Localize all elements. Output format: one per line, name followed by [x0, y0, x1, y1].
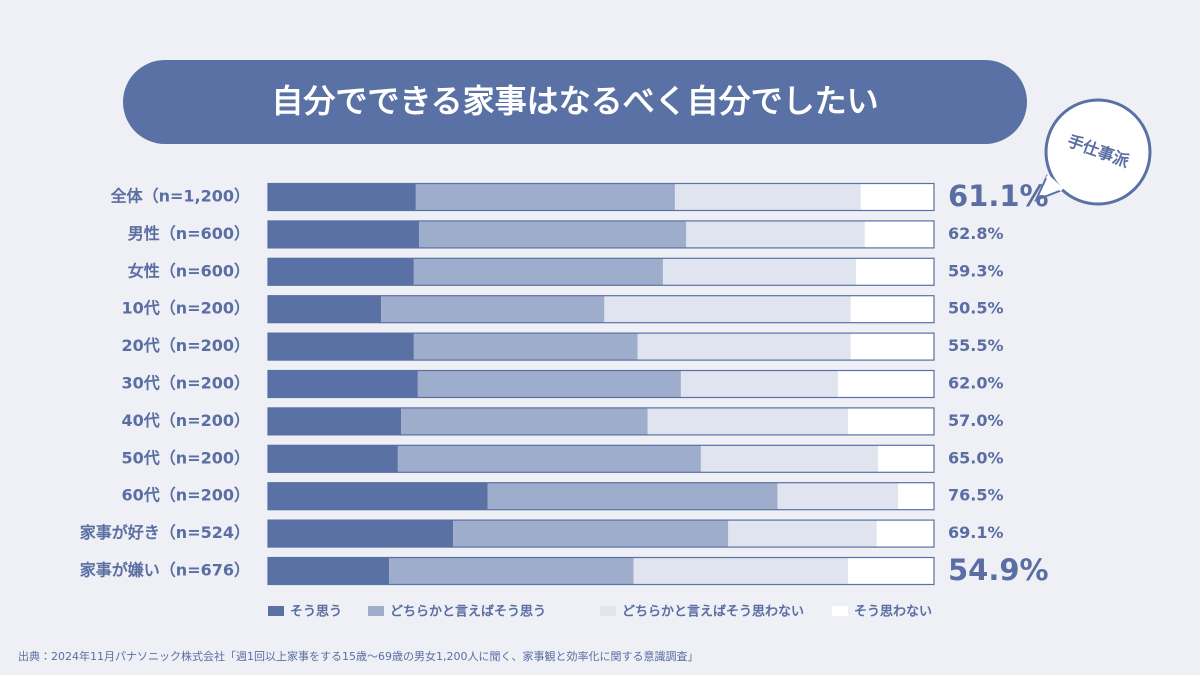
bar-outline [267, 182, 935, 212]
category-label: 60代（n=200） [122, 486, 250, 505]
bar-outline [267, 407, 935, 436]
bar-outline [267, 556, 935, 586]
category-label: 10代（n=200） [122, 299, 250, 318]
legend-label: そう思わない [854, 605, 932, 620]
badge-join [1045, 174, 1064, 192]
legend-swatch [268, 606, 284, 616]
bar-segment [898, 482, 934, 510]
category-label: 全体（n=1,200） [111, 187, 250, 206]
legend-label: どちらかと言えばそう思わない [622, 605, 804, 620]
bar-outline [267, 295, 935, 324]
bar-segment [876, 520, 934, 548]
total-label: 65.0% [948, 448, 1004, 467]
total-label: 69.1% [948, 523, 1004, 542]
bar-segment [878, 445, 934, 473]
category-label: 20代（n=200） [122, 336, 250, 355]
bar-segment [415, 183, 675, 211]
bar-outline [267, 369, 935, 399]
total-label: 61.1% [948, 179, 1049, 213]
bar-segment [848, 407, 934, 435]
bar-segment [604, 295, 851, 323]
bar-outline [267, 257, 935, 286]
category-label: 男性（n=600） [128, 224, 250, 243]
total-label: 76.5% [948, 486, 1004, 505]
bar-segment [417, 370, 681, 398]
bar-segment [413, 258, 663, 286]
legend-label: そう思う [290, 605, 342, 620]
bar-segment [268, 295, 382, 323]
bar-segment [268, 407, 402, 435]
bar-segment [674, 183, 861, 211]
bar-segment [401, 407, 648, 435]
bar-segment [728, 520, 877, 548]
bar-segment [864, 220, 934, 248]
bar-outline [267, 519, 935, 548]
total-label: 62.0% [948, 374, 1004, 393]
bar-segment [686, 220, 865, 248]
bar-segment [268, 557, 390, 585]
source-note: 出典：2024年11月パナソニック株式会社「週1回以上家事をする15歳～69歳の… [18, 649, 698, 663]
bar-segment [419, 220, 687, 248]
bar-segment [268, 333, 414, 361]
total-label: 55.5% [948, 336, 1004, 355]
bar-segment [860, 183, 934, 211]
bar-segment [633, 557, 849, 585]
legend-label: どちらかと言えばそう思う [390, 605, 546, 620]
bar-segment [850, 333, 934, 361]
legend-swatch [832, 606, 848, 616]
legend-swatch [368, 606, 384, 616]
bar-outline [267, 444, 935, 473]
bar-segment [850, 295, 934, 323]
total-label: 50.5% [948, 299, 1004, 318]
bar-segment [413, 333, 638, 361]
bar-segment [777, 482, 899, 510]
bar-segment [848, 557, 934, 585]
category-label: 家事が嫌い（n=676） [80, 561, 250, 580]
bar-segment [268, 258, 414, 286]
category-label: 女性（n=600） [128, 261, 250, 280]
bar-segment [268, 183, 416, 211]
bar-outline [267, 482, 935, 511]
bar-segment [680, 370, 839, 398]
chart-title: 自分でできる家事はなるべく自分でしたい [271, 82, 878, 120]
bar-outline [267, 220, 935, 249]
bar-segment [856, 258, 934, 286]
bar-segment [389, 557, 634, 585]
bar-segment [700, 445, 879, 473]
bar-segment [268, 370, 418, 398]
badge: 手仕事派 [1034, 98, 1152, 206]
bar-segment [268, 445, 398, 473]
bar-segment [637, 333, 851, 361]
category-label: 40代（n=200） [122, 411, 250, 430]
badge-circle [1044, 98, 1152, 206]
total-label: 54.9% [948, 553, 1049, 587]
legend-swatch [600, 606, 616, 616]
bar-segment [397, 445, 701, 473]
bar-segment [381, 295, 605, 323]
bar-segment [662, 258, 857, 286]
bar-segment [838, 370, 934, 398]
total-label: 62.8% [948, 224, 1004, 243]
category-label: 家事が好き（n=524） [80, 523, 250, 542]
bar-segment [453, 520, 729, 548]
bar-outline [267, 332, 935, 361]
bar-segment [268, 220, 420, 248]
category-label: 30代（n=200） [122, 374, 250, 393]
bar-segment [487, 482, 778, 510]
bar-segment [268, 482, 488, 510]
category-label: 50代（n=200） [122, 448, 250, 467]
title-pill [123, 60, 1027, 144]
total-label: 59.3% [948, 261, 1004, 280]
total-label: 57.0% [948, 411, 1004, 430]
bar-segment [647, 407, 849, 435]
bar-segment [268, 520, 454, 548]
